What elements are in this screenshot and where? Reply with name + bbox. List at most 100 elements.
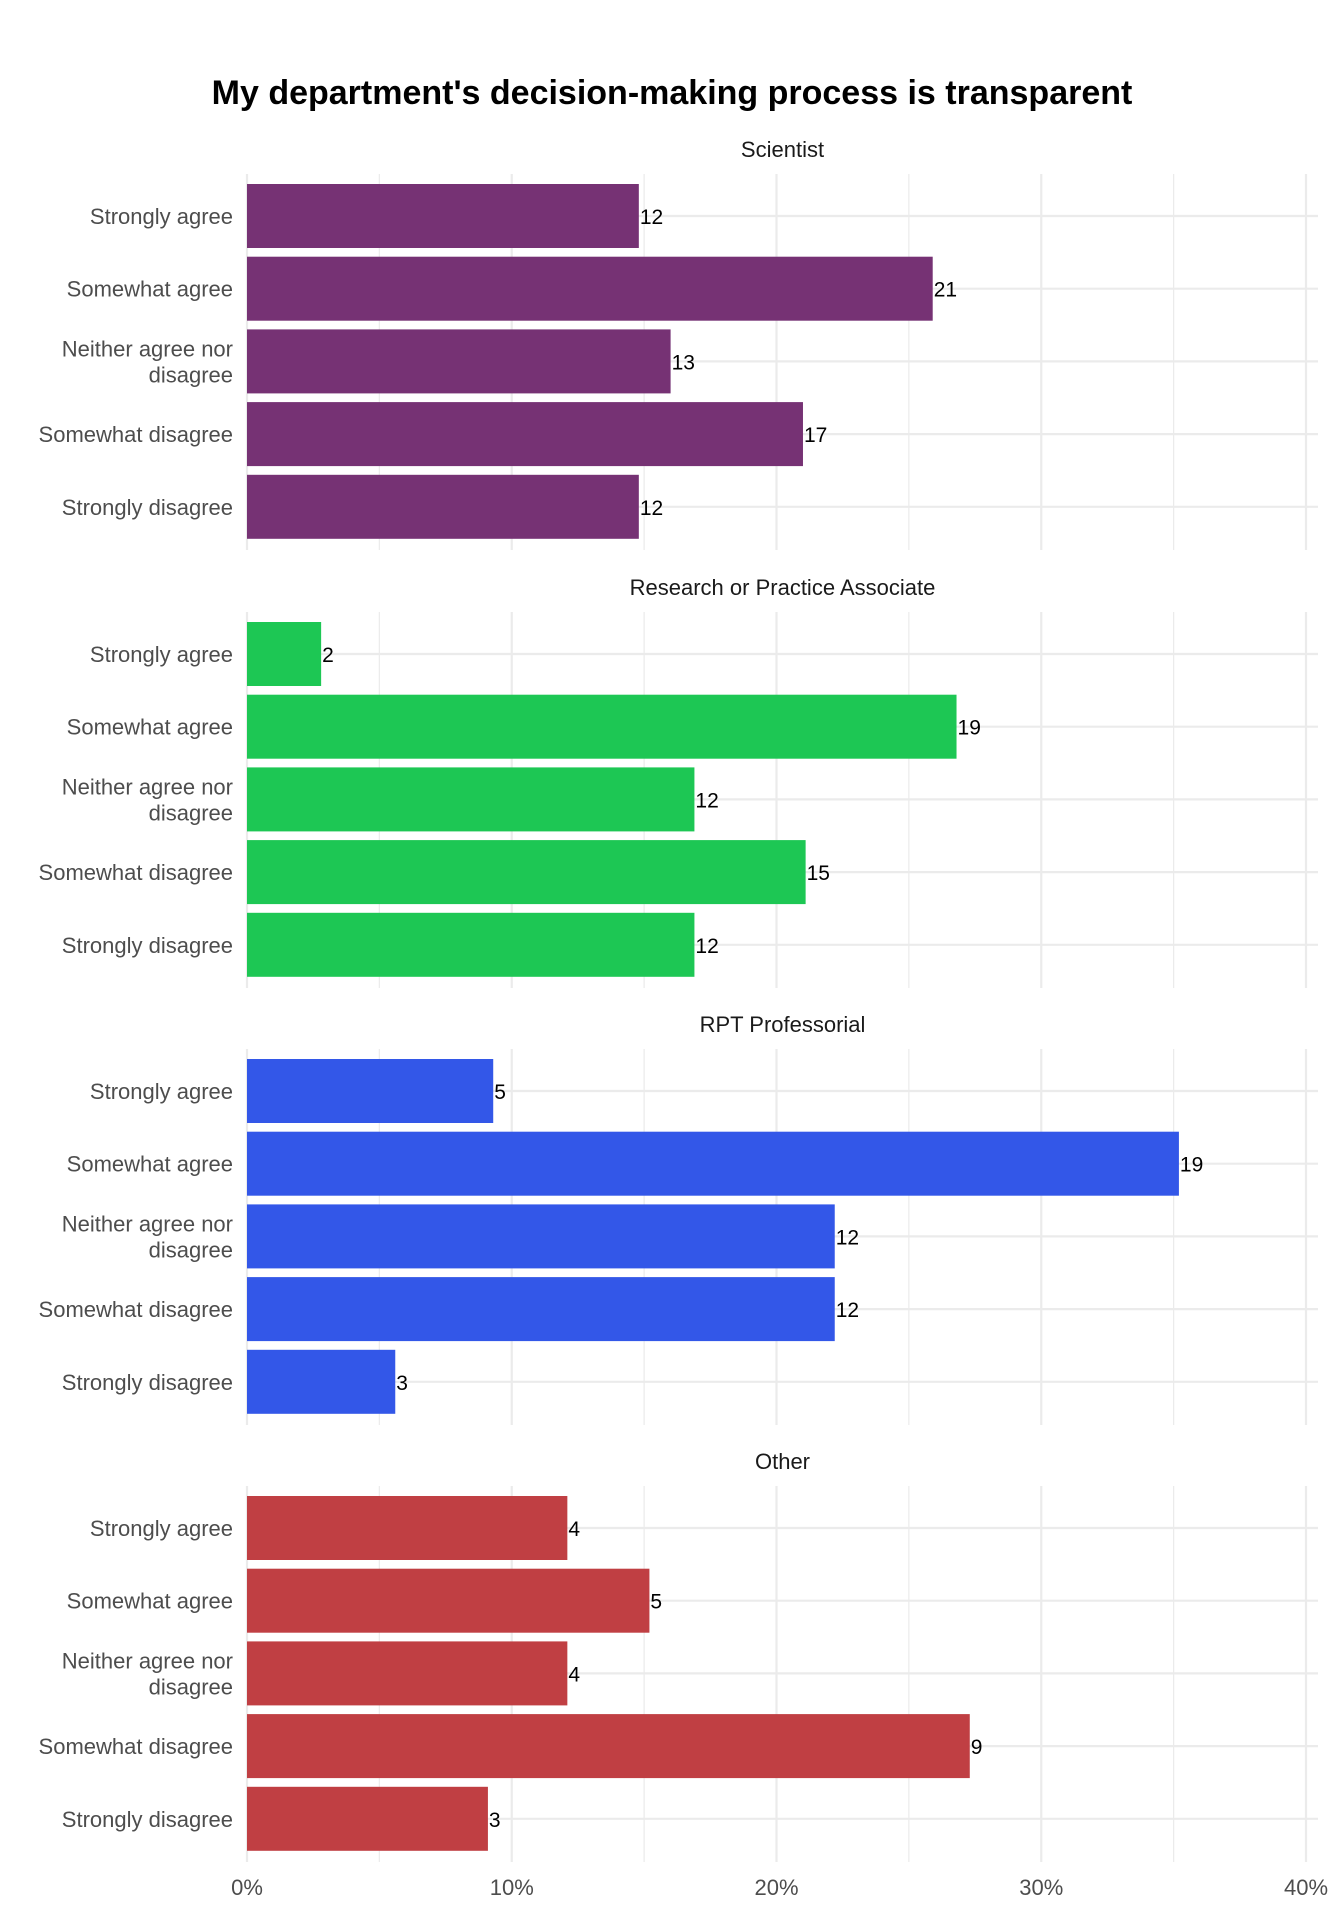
- category-label-line: Somewhat agree: [67, 1152, 233, 1177]
- category-label-line: Somewhat agree: [67, 715, 233, 740]
- category-label-line: disagree: [149, 1237, 233, 1262]
- category-label-line: Somewhat disagree: [39, 1734, 233, 1759]
- category-label: Strongly disagree: [62, 1370, 233, 1395]
- x-tick-label: 20%: [754, 1875, 798, 1900]
- bar: [247, 256, 933, 321]
- panel-3: Other Strongly agree Somewhat agree Neither…: [39, 1449, 1318, 1862]
- bar: [247, 1714, 970, 1779]
- panel-2: RPT Professorial Strongly agree Somewhat a…: [39, 1012, 1318, 1425]
- x-tick-label: 10%: [490, 1875, 534, 1900]
- bar-value-label: 5: [494, 1081, 506, 1104]
- category-label-line: Neither agree nor: [62, 774, 233, 799]
- x-tick-label: 0%: [231, 1875, 263, 1900]
- bar-value-label: 12: [695, 935, 718, 958]
- bar: [247, 767, 695, 832]
- bar: [247, 840, 806, 905]
- bar: [247, 402, 803, 467]
- category-label-line: Somewhat disagree: [39, 422, 233, 447]
- bar-value-label: 19: [1180, 1154, 1203, 1177]
- bar-value-label: 4: [568, 1518, 580, 1541]
- bar: [247, 329, 671, 394]
- category-label-line: disagree: [149, 1674, 233, 1699]
- category-label: Neither agree nor disagree: [62, 336, 233, 387]
- bar-value-label: 5: [650, 1591, 662, 1614]
- category-label-line: Strongly disagree: [62, 933, 233, 958]
- bar: [247, 1568, 650, 1633]
- category-label: Neither agree nor disagree: [62, 1648, 233, 1699]
- x-tick-label: 40%: [1284, 1875, 1328, 1900]
- category-label-line: Strongly disagree: [62, 1370, 233, 1395]
- category-label: Strongly disagree: [62, 933, 233, 958]
- x-tick-label: 30%: [1019, 1875, 1063, 1900]
- category-label-line: Strongly disagree: [62, 1807, 233, 1832]
- category-label: Neither agree nor disagree: [62, 774, 233, 825]
- category-label-line: Somewhat disagree: [39, 1297, 233, 1322]
- bar: [247, 1059, 494, 1123]
- category-label-line: disagree: [149, 362, 233, 387]
- bar-value-label: 9: [971, 1736, 983, 1759]
- bar: [247, 1641, 568, 1706]
- bar: [247, 694, 957, 759]
- panel-1: Research or Practice Associate Strongly a…: [39, 575, 1318, 988]
- bar: [247, 1349, 396, 1414]
- bar-value-label: 3: [396, 1372, 408, 1395]
- category-label: Strongly agree: [90, 642, 233, 667]
- category-label-line: Somewhat agree: [67, 1589, 233, 1614]
- bar: [247, 622, 322, 686]
- bar-value-label: 15: [807, 862, 830, 885]
- category-label: Somewhat agree: [67, 277, 233, 302]
- bar: [247, 1786, 488, 1851]
- bar: [247, 1204, 835, 1269]
- category-label: Strongly agree: [90, 1516, 233, 1541]
- category-label-line: Somewhat disagree: [39, 860, 233, 885]
- category-label: Somewhat agree: [67, 715, 233, 740]
- bar-value-label: 2: [322, 644, 334, 667]
- panel-strip-label: RPT Professorial: [700, 1012, 866, 1037]
- category-label: Somewhat disagree: [39, 1734, 233, 1759]
- bar: [247, 474, 639, 539]
- panel-strip-label: Other: [755, 1449, 810, 1474]
- bar-value-label: 17: [804, 424, 827, 447]
- panel-strip-label: Research or Practice Associate: [630, 575, 936, 600]
- bar: [247, 912, 695, 977]
- category-label: Somewhat disagree: [39, 422, 233, 447]
- category-label-line: Neither agree nor: [62, 1648, 233, 1673]
- chart-title: My department's decision-making process …: [212, 74, 1133, 112]
- category-label-line: Strongly agree: [90, 1516, 233, 1541]
- bar-value-label: 4: [568, 1663, 580, 1686]
- panel-0: Scientist Strongly agree Somewhat agree Nei…: [39, 137, 1318, 550]
- category-label-line: Strongly agree: [90, 642, 233, 667]
- bar-value-label: 13: [672, 351, 695, 374]
- category-label: Somewhat disagree: [39, 860, 233, 885]
- category-label-line: disagree: [149, 800, 233, 825]
- category-label: Strongly agree: [90, 1079, 233, 1104]
- category-label-line: Neither agree nor: [62, 336, 233, 361]
- category-label: Strongly agree: [90, 204, 233, 229]
- bar-value-label: 19: [958, 717, 981, 740]
- category-label: Somewhat agree: [67, 1152, 233, 1177]
- bar: [247, 1277, 835, 1342]
- bar-value-label: 21: [934, 279, 957, 302]
- category-label-line: Somewhat agree: [67, 277, 233, 302]
- panels: Scientist Strongly agree Somewhat agree Nei…: [39, 137, 1318, 1862]
- category-label: Neither agree nor disagree: [62, 1211, 233, 1262]
- category-label: Strongly disagree: [62, 495, 233, 520]
- category-label: Strongly disagree: [62, 1807, 233, 1832]
- category-label-line: Neither agree nor: [62, 1211, 233, 1236]
- bar-value-label: 12: [695, 789, 718, 812]
- bar-value-label: 12: [640, 206, 663, 229]
- category-label: Somewhat agree: [67, 1589, 233, 1614]
- category-label-line: Strongly agree: [90, 1079, 233, 1104]
- bar-value-label: 12: [836, 1226, 859, 1249]
- bar-value-label: 3: [489, 1809, 501, 1832]
- bar: [247, 184, 639, 248]
- category-label-line: Strongly disagree: [62, 495, 233, 520]
- bar: [247, 1131, 1179, 1196]
- bar-value-label: 12: [640, 497, 663, 520]
- bar-value-label: 12: [836, 1299, 859, 1322]
- category-label-line: Strongly agree: [90, 204, 233, 229]
- category-label: Somewhat disagree: [39, 1297, 233, 1322]
- bar: [247, 1496, 568, 1560]
- x-axis: 0% 10% 20% 30% 40%: [231, 1875, 1328, 1900]
